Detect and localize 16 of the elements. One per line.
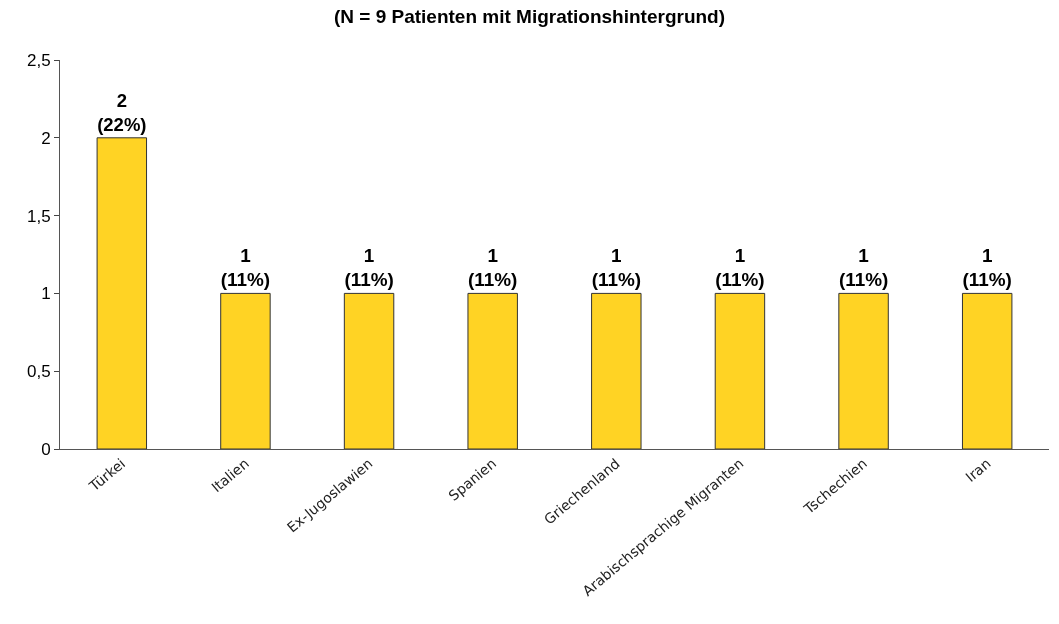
data-label: 1 (11%) xyxy=(962,244,1012,291)
y-tick-label: 0 xyxy=(41,439,51,459)
data-label: 1 (11%) xyxy=(344,244,394,291)
data-label: 1 (11%) xyxy=(838,244,889,291)
data-label: 1 (11%) xyxy=(220,244,271,291)
y-tick-label: 1 xyxy=(41,284,51,304)
y-tick-label: 0,5 xyxy=(26,362,51,382)
chart-title: (N = 9 Patienten mit Migrationshintergrund) xyxy=(333,5,726,27)
y-tick-label: 1,5 xyxy=(26,206,51,226)
x-tick-label: Iran xyxy=(962,455,994,486)
data-label: 1 (11%) xyxy=(591,244,642,291)
data-label: 1 (11%) xyxy=(715,244,765,291)
y-tick-label: 2 xyxy=(41,128,51,148)
data-label: 2 (22%) xyxy=(97,89,147,135)
y-tick-label: 2,5 xyxy=(26,50,51,70)
data-label: 1 (11%) xyxy=(467,244,518,291)
